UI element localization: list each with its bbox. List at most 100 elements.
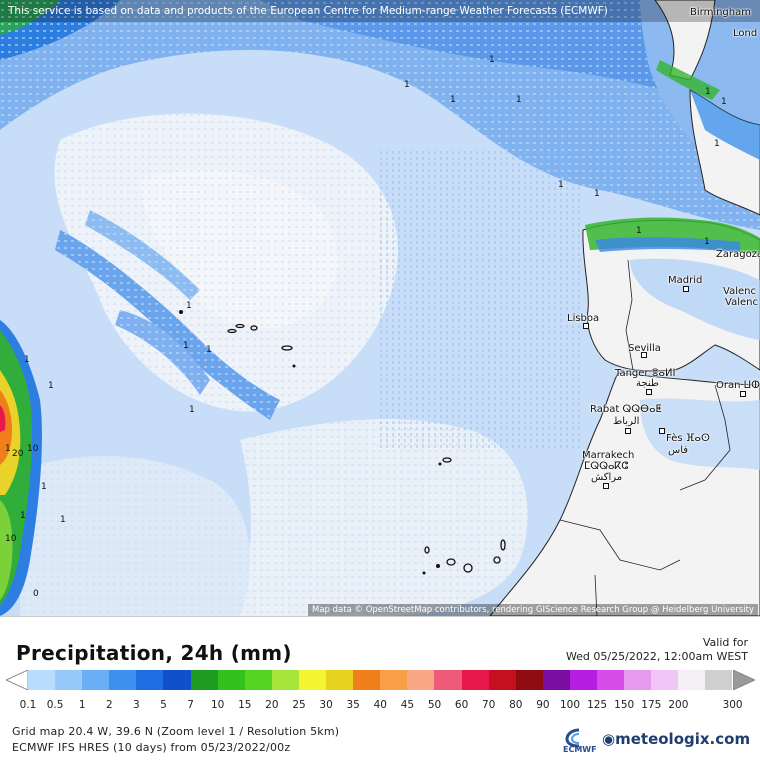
scale-label: 40 bbox=[373, 699, 387, 711]
color-scale bbox=[6, 670, 756, 690]
valid-time: Wed 05/25/2022, 12:00am WEST bbox=[565, 650, 748, 663]
meteologix-logo[interactable]: ◉meteologix.com bbox=[602, 730, 750, 748]
city-marker bbox=[659, 428, 665, 434]
scale-label: 3 bbox=[133, 699, 140, 711]
value-label: 1 bbox=[189, 405, 195, 415]
city-label: طنجة bbox=[636, 378, 659, 389]
scale-label: 150 bbox=[614, 699, 635, 711]
value-label: 1 bbox=[705, 87, 711, 97]
scale-label: 45 bbox=[400, 699, 415, 711]
value-label: 1 bbox=[404, 80, 410, 90]
ecmwf-logo-text: ECMWF bbox=[563, 745, 597, 754]
city-label: Sevilla bbox=[628, 343, 661, 354]
valid-for-label: Valid for bbox=[702, 636, 748, 649]
scale-swatch bbox=[407, 670, 435, 690]
scale-label: 7 bbox=[187, 699, 194, 711]
value-label: 1 bbox=[186, 301, 192, 311]
value-label: 20 bbox=[12, 449, 24, 459]
value-label: 1 bbox=[714, 139, 720, 149]
scale-swatch bbox=[244, 670, 272, 690]
city-label: Valenc bbox=[723, 286, 756, 297]
value-label: 0 bbox=[33, 589, 39, 599]
scale-label: 20 bbox=[265, 699, 279, 711]
precipitation-map[interactable]: This service is based on data and produc… bbox=[0, 0, 760, 616]
map-data-attribution: Map data © OpenStreetMap contributors, r… bbox=[308, 604, 758, 616]
scale-label: 100 bbox=[559, 699, 581, 711]
city-label: Oran ⵡⵀⵔⴰⵏ bbox=[716, 380, 760, 391]
ecmwf-logo-icon bbox=[565, 728, 580, 748]
city-marker bbox=[740, 391, 746, 397]
city-label: Birmingham bbox=[690, 7, 751, 18]
city-marker bbox=[646, 389, 652, 395]
meteologix-globe-icon: ◉ bbox=[602, 730, 616, 748]
value-label: 1 bbox=[450, 95, 456, 105]
city-label: Rabat ⵕⵕⴱⴰⵟ bbox=[590, 404, 662, 415]
scale-swatch bbox=[109, 670, 137, 690]
city-marker bbox=[625, 428, 631, 434]
scale-label: 200 bbox=[668, 699, 689, 711]
scale-label: 80 bbox=[509, 699, 523, 711]
value-label: 1 bbox=[20, 511, 26, 521]
value-label: 1 bbox=[48, 381, 54, 391]
scale-swatch bbox=[651, 670, 679, 690]
value-label: 1 bbox=[60, 515, 66, 525]
city-label: فاس bbox=[668, 445, 689, 456]
scale-swatch bbox=[353, 670, 381, 690]
scale-swatch bbox=[515, 670, 543, 690]
value-label: 1 bbox=[206, 345, 212, 355]
scale-swatch bbox=[542, 670, 570, 690]
scale-label: 175 bbox=[641, 699, 662, 711]
scale-label: 15 bbox=[238, 699, 252, 711]
scale-label: 35 bbox=[346, 699, 360, 711]
scale-swatch bbox=[326, 670, 354, 690]
city-marker bbox=[641, 352, 647, 358]
scale-swatch bbox=[596, 670, 625, 690]
city-label: الرباط bbox=[613, 416, 640, 427]
value-label: 1 bbox=[183, 341, 189, 351]
legend-title: Precipitation, 24h (mm) bbox=[16, 641, 292, 665]
meteologix-brand-text: meteologix.com bbox=[615, 730, 751, 748]
scale-swatch bbox=[163, 670, 191, 690]
scale-swatch bbox=[488, 670, 516, 690]
city-marker bbox=[583, 323, 589, 329]
scale-label: 10 bbox=[211, 699, 225, 711]
city-label: Lisboa bbox=[567, 313, 600, 324]
scale-swatch bbox=[569, 670, 597, 690]
scale-label: 30 bbox=[319, 699, 333, 711]
value-label: 1 bbox=[24, 355, 30, 365]
scale-label: 1 bbox=[78, 699, 86, 711]
grid-info: Grid map 20.4 W, 39.6 N (Zoom level 1 / … bbox=[12, 725, 340, 738]
value-label: 1 bbox=[489, 55, 495, 65]
scale-label: 70 bbox=[482, 699, 496, 711]
scale-swatch bbox=[271, 670, 299, 690]
city-label: مراكش bbox=[591, 472, 623, 483]
value-label: 1 bbox=[41, 482, 47, 492]
scale-swatch bbox=[298, 670, 327, 690]
value-label: 1 bbox=[636, 226, 642, 236]
ecmwf-attribution: This service is based on data and produc… bbox=[0, 0, 760, 22]
value-label: 1 bbox=[704, 237, 710, 247]
scale-labels: 0.1 0.5 1 2 3 5 7 10 15 20 25 30 35 40 45 50 60 70 80 90 100… bbox=[6, 699, 756, 713]
value-label: 1 bbox=[594, 189, 600, 199]
city-label: ⵎⵕⵕⴰⴽⵛ bbox=[584, 461, 629, 472]
scale-label: 0.1 bbox=[19, 699, 37, 711]
scale-swatch bbox=[217, 670, 245, 690]
scale-swatch bbox=[190, 670, 218, 690]
city-label: Fès ⴼⴰⵙ bbox=[666, 433, 710, 444]
city-label: Valenc bbox=[725, 297, 758, 308]
scale-label: 5 bbox=[160, 699, 167, 711]
scale-label: 0.5 bbox=[46, 699, 64, 711]
scale-swatch bbox=[624, 670, 652, 690]
scale-swatch bbox=[380, 670, 408, 690]
value-label: 1 bbox=[516, 95, 522, 105]
scale-label: 2 bbox=[105, 699, 113, 711]
city-label: Marrakech bbox=[582, 450, 635, 461]
scale-swatch bbox=[461, 670, 489, 690]
scale-label: 60 bbox=[454, 699, 469, 711]
city-marker bbox=[683, 286, 689, 292]
scale-label: 90 bbox=[536, 699, 550, 711]
scale-cells bbox=[28, 670, 733, 690]
scale-swatch bbox=[55, 670, 83, 690]
scale-swatch bbox=[434, 670, 462, 690]
value-label: 10 bbox=[27, 444, 39, 454]
